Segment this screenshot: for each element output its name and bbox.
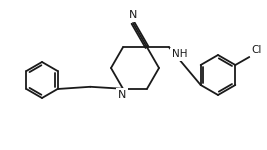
Text: Cl: Cl: [251, 45, 262, 55]
Text: NH: NH: [172, 49, 187, 59]
Text: N: N: [118, 90, 126, 100]
Text: N: N: [129, 10, 137, 20]
